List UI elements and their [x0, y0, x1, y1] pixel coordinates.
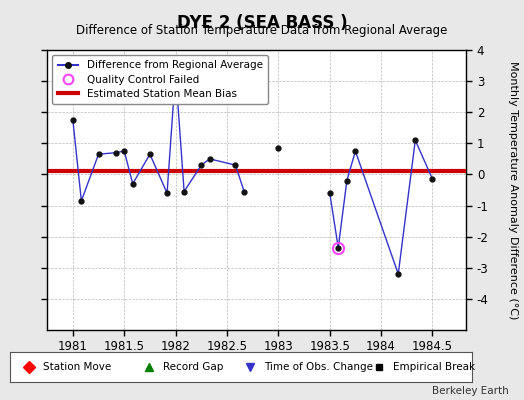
- Text: Time of Obs. Change: Time of Obs. Change: [264, 362, 373, 372]
- Text: Station Move: Station Move: [43, 362, 111, 372]
- Text: Empirical Break: Empirical Break: [393, 362, 475, 372]
- Y-axis label: Monthly Temperature Anomaly Difference (°C): Monthly Temperature Anomaly Difference (…: [508, 61, 518, 319]
- Text: DYE 2 (SEA BASS ): DYE 2 (SEA BASS ): [177, 14, 347, 32]
- Text: Difference of Station Temperature Data from Regional Average: Difference of Station Temperature Data f…: [77, 24, 447, 37]
- Text: Record Gap: Record Gap: [162, 362, 223, 372]
- Legend: Difference from Regional Average, Quality Control Failed, Estimated Station Mean: Difference from Regional Average, Qualit…: [52, 55, 268, 104]
- Text: Berkeley Earth: Berkeley Earth: [432, 386, 508, 396]
